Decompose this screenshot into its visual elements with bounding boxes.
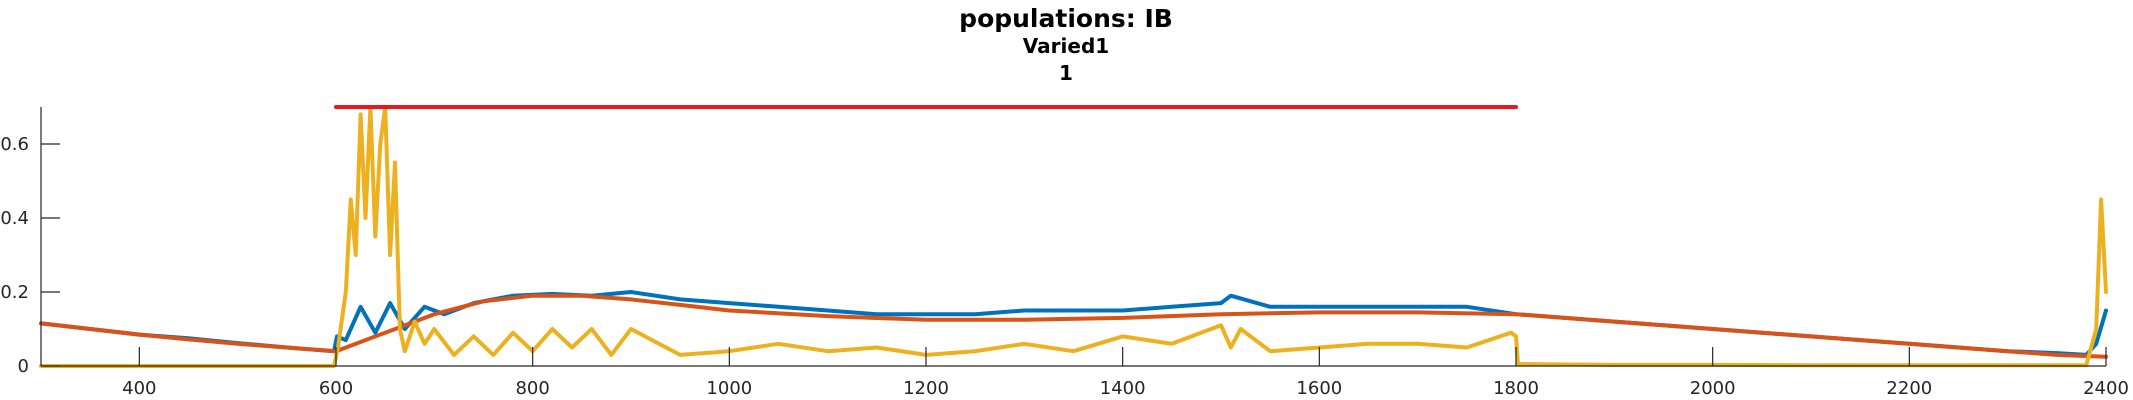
x-tick-label: 1000 [706, 378, 752, 399]
y-tick-label: 0.2 [0, 282, 29, 303]
x-tick-label: 1400 [1100, 378, 1146, 399]
x-tick-label: 2000 [1690, 378, 1736, 399]
x-tick-label: 1600 [1296, 378, 1342, 399]
x-tick-label: 1200 [903, 378, 949, 399]
y-tick-label: 0.4 [0, 208, 29, 229]
x-tick-label: 2200 [1886, 378, 1932, 399]
series-line-2 [39, 293, 2108, 359]
axis-layer: 400 600 800 1000 1200 1400 1600 1800 2000 2200 240… [0, 107, 2129, 399]
series-layer [39, 105, 2108, 368]
y-tick-label: 0.6 [0, 134, 29, 155]
y-tick-label: 0 [18, 356, 29, 377]
x-tick-label: 2400 [2083, 378, 2129, 399]
x-tick-label: 800 [515, 378, 549, 399]
chart-title: populations: IB [959, 4, 1173, 33]
x-tick-label: 600 [319, 378, 353, 399]
x-tick-label: 1800 [1493, 378, 1539, 399]
x-tick-label: 400 [122, 378, 156, 399]
chart-subtitle: Varied1 [1023, 34, 1109, 58]
chart-subtitle-2: 1 [1059, 61, 1073, 85]
series-line-3 [39, 105, 2108, 368]
